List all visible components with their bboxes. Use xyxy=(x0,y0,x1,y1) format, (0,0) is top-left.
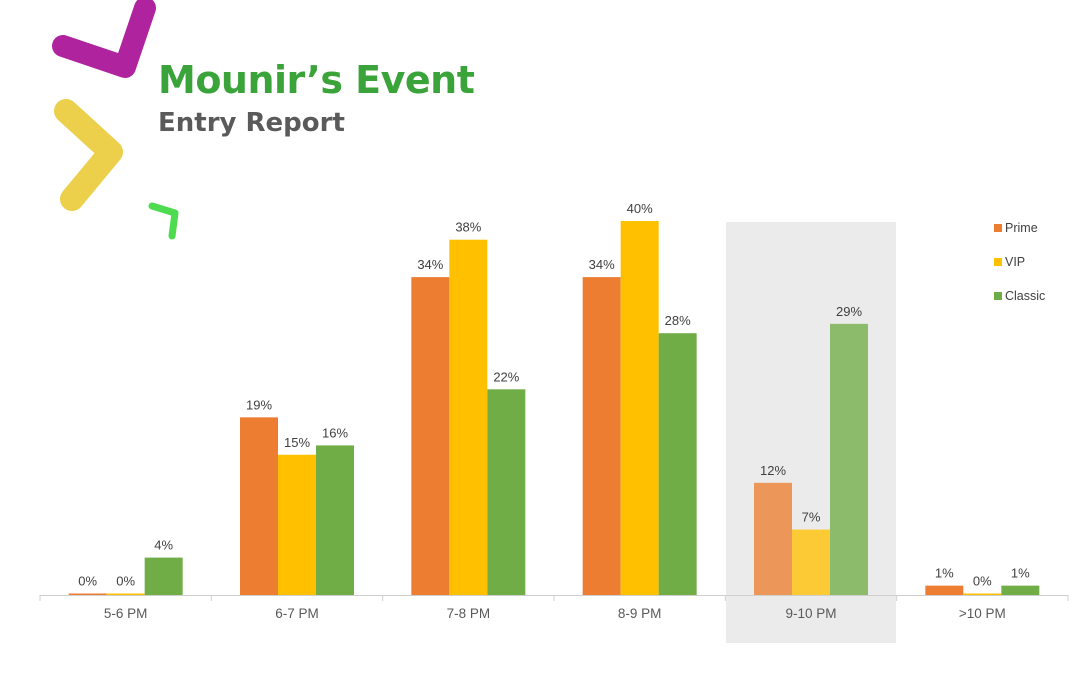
data-label-vip-5: 7% xyxy=(802,510,821,525)
data-label-classic-2: 16% xyxy=(322,425,348,440)
page-subtitle: Entry Report xyxy=(158,108,345,138)
data-label-classic-4: 28% xyxy=(665,313,691,328)
legend-label-prime: Prime xyxy=(1005,221,1038,235)
data-label-prime-2: 19% xyxy=(246,397,272,412)
bar-vip-4 xyxy=(620,221,659,595)
legend-swatch-prime xyxy=(994,224,1002,232)
bar-classic-4 xyxy=(658,333,697,595)
data-label-classic-1: 4% xyxy=(154,538,173,553)
bar-vip-2 xyxy=(278,454,316,595)
data-label-prime-1: 0% xyxy=(78,574,97,589)
bar-vip-5 xyxy=(792,529,830,595)
data-label-prime-4: 34% xyxy=(589,257,615,272)
bar-classic-1 xyxy=(144,557,183,595)
data-label-vip-1: 0% xyxy=(116,574,135,589)
bar-classic-3 xyxy=(487,389,526,595)
x-tick-label-6: >10 PM xyxy=(959,606,1006,621)
data-label-vip-3: 38% xyxy=(455,220,481,235)
x-tick-label-5: 9-10 PM xyxy=(785,606,836,621)
magenta-chevron-decoration xyxy=(52,0,156,78)
green-chevron-decoration xyxy=(148,202,179,240)
bar-vip-3 xyxy=(449,239,488,595)
data-label-vip-2: 15% xyxy=(284,435,310,450)
bar-prime-6 xyxy=(925,585,964,595)
bar-vip-6 xyxy=(963,593,1002,595)
data-label-classic-6: 1% xyxy=(1011,566,1030,581)
decoration-group xyxy=(52,0,179,240)
x-tick-label-1: 5-6 PM xyxy=(104,606,148,621)
yellow-chevron-decoration xyxy=(54,99,123,211)
legend-label-vip: VIP xyxy=(1005,255,1025,269)
legend-swatch-vip xyxy=(994,258,1002,266)
bar-classic-6 xyxy=(1001,585,1040,595)
legend-label-classic: Classic xyxy=(1005,289,1045,303)
bar-classic-5 xyxy=(830,323,868,595)
bar-prime-4 xyxy=(582,277,621,595)
x-tick-label-3: 7-8 PM xyxy=(447,606,491,621)
legend-swatch-classic xyxy=(994,292,1002,300)
x-tick-label-2: 6-7 PM xyxy=(275,606,319,621)
x-tick-label-4: 8-9 PM xyxy=(618,606,662,621)
data-label-classic-5: 29% xyxy=(836,304,862,319)
page-title: Mounir’s Event xyxy=(158,58,475,102)
data-label-vip-4: 40% xyxy=(627,201,653,216)
data-label-vip-6: 0% xyxy=(973,574,992,589)
bar-classic-2 xyxy=(316,445,354,595)
bar-prime-3 xyxy=(411,277,450,595)
data-label-prime-5: 12% xyxy=(760,463,786,478)
data-label-prime-6: 1% xyxy=(935,566,954,581)
bar-vip-1 xyxy=(106,593,145,595)
data-label-classic-3: 22% xyxy=(493,369,519,384)
bar-prime-1 xyxy=(68,593,107,595)
bar-prime-2 xyxy=(240,417,278,595)
data-label-prime-3: 34% xyxy=(417,257,443,272)
bar-prime-5 xyxy=(754,482,792,595)
